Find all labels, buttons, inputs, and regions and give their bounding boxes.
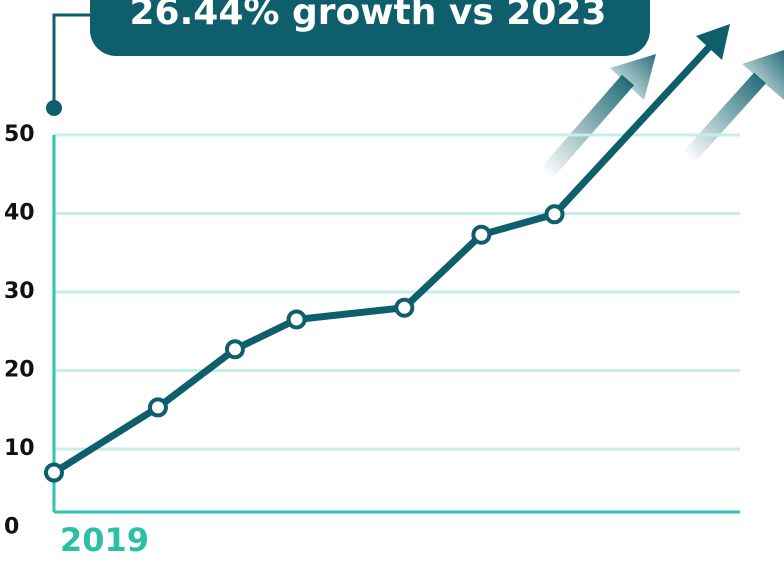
point: [544, 204, 565, 225]
point: [44, 462, 64, 483]
y-tick-label: 20: [4, 358, 35, 383]
title-box: [90, 0, 650, 56]
y-tick-label: 10: [4, 436, 35, 461]
y-tick-label: 30: [4, 279, 35, 304]
point: [394, 297, 415, 318]
point: [286, 309, 307, 330]
y-tick-label: 50: [4, 122, 35, 147]
connector-dot: [46, 100, 62, 116]
decor-arrows: [538, 50, 784, 181]
trend-arrow: [551, 41, 715, 217]
y-tick-label: 0: [4, 515, 19, 540]
trend-arrow-head: [696, 24, 730, 60]
y-tick-label: 40: [4, 201, 35, 226]
line: [52, 210, 556, 476]
point: [471, 224, 492, 245]
x-tick-label: 2019: [60, 521, 149, 559]
point: [224, 339, 245, 360]
point: [147, 397, 168, 418]
chart-title: 26.44% growth vs 2023: [130, 0, 607, 33]
connector: [52, 13, 92, 108]
